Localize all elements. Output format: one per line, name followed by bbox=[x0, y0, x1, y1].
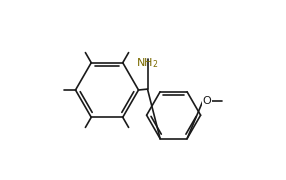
Text: NH$_2$: NH$_2$ bbox=[136, 56, 159, 70]
Text: O: O bbox=[202, 96, 211, 106]
